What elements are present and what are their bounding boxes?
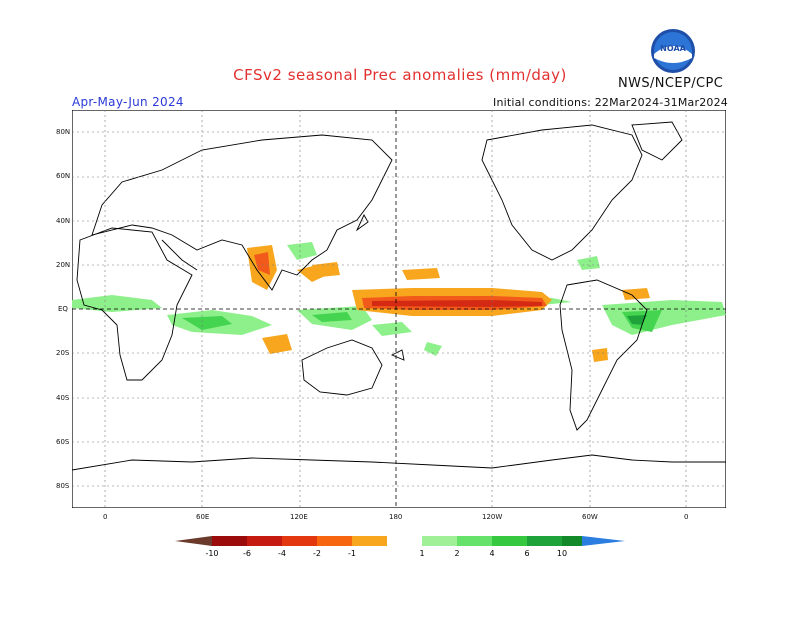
wet-region-pacific-sw — [372, 322, 412, 336]
wet-region-maritime-core — [312, 312, 352, 322]
dry-region-pacific-core — [372, 300, 542, 307]
map-title: CFSv2 seasonal Prec anomalies (mm/day) — [233, 66, 567, 84]
lat-label: 20S — [56, 349, 70, 357]
legend-label: -2 — [313, 549, 321, 558]
dry-region-indian-south — [262, 334, 292, 354]
dry-region-pacific-north — [402, 268, 440, 280]
graticule — [72, 110, 726, 508]
lon-label: 0 — [684, 513, 689, 521]
lat-label: 80S — [56, 482, 70, 490]
coast-australia — [301, 339, 383, 396]
lon-label: 120E — [290, 513, 308, 521]
lat-label: 20N — [56, 261, 71, 269]
wet-region-caribbean — [577, 256, 600, 270]
noaa-logo: NOAA — [650, 28, 696, 74]
legend-swatch — [387, 536, 422, 546]
legend-swatch — [352, 536, 387, 546]
legend-swatch — [317, 536, 352, 546]
forecast-period: Apr-May-Jun 2024 — [72, 95, 184, 109]
legend-swatch — [247, 536, 282, 546]
lat-label: 40N — [56, 217, 71, 225]
legend-arrow-dry — [175, 536, 212, 546]
legend-swatch — [422, 536, 457, 546]
wet-region-pacific-small — [424, 342, 442, 356]
coast-north-america — [481, 124, 643, 261]
coast-new-zealand — [390, 349, 405, 361]
legend-label: -10 — [205, 549, 218, 558]
coast-arabia — [161, 239, 198, 271]
coast-greenland — [631, 121, 683, 161]
legend-label: 10 — [557, 549, 567, 558]
legend-label: -4 — [278, 549, 286, 558]
legend-swatch — [492, 536, 527, 546]
legend-swatch — [282, 536, 317, 546]
lon-label: 120W — [482, 513, 503, 521]
coast-eurasia — [91, 134, 393, 291]
lat-label: 80N — [56, 128, 71, 136]
legend-swatch — [457, 536, 492, 546]
logo-text: NOAA — [660, 44, 686, 53]
lon-label: 60W — [582, 513, 598, 521]
lat-label: 60N — [56, 172, 71, 180]
legend-swatch — [562, 536, 582, 546]
coast-south-america — [559, 279, 648, 431]
legend-label: -1 — [348, 549, 356, 558]
coast-antarctica — [72, 454, 726, 471]
wet-region-brazil-core — [627, 315, 647, 325]
agency-label: NWS/NCEP/CPC — [618, 76, 724, 91]
dry-region-west-pacific — [312, 262, 340, 277]
color-legend: -10 -6 -4 -2 -1 1 2 4 6 10 — [175, 536, 625, 558]
legend-label: 1 — [419, 549, 424, 558]
legend-swatch — [527, 536, 562, 546]
legend-label: -6 — [243, 549, 251, 558]
dry-region-guiana — [622, 288, 650, 300]
initial-conditions: Initial conditions: 22Mar2024-31Mar2024 — [493, 96, 728, 109]
lon-label: 60E — [196, 513, 210, 521]
legend-arrow-wet — [582, 536, 625, 546]
legend-label: 4 — [489, 549, 494, 558]
dry-region-india-core — [254, 252, 270, 275]
lon-label: 180 — [389, 513, 403, 521]
coastlines — [72, 121, 726, 471]
wet-region-indian-core — [182, 316, 232, 330]
lat-label: EQ — [58, 305, 68, 313]
lon-label: 0 — [103, 513, 108, 521]
dry-region-south-america — [592, 348, 608, 362]
precip-anomaly-map — [72, 110, 726, 508]
lat-label: 60S — [56, 438, 70, 446]
legend-label: 2 — [454, 549, 459, 558]
wet-region-china — [287, 242, 317, 260]
coast-africa — [76, 227, 193, 381]
legend-label: 6 — [524, 549, 529, 558]
legend-swatch — [212, 536, 247, 546]
coast-japan — [355, 214, 369, 232]
lat-label: 40S — [56, 394, 70, 402]
